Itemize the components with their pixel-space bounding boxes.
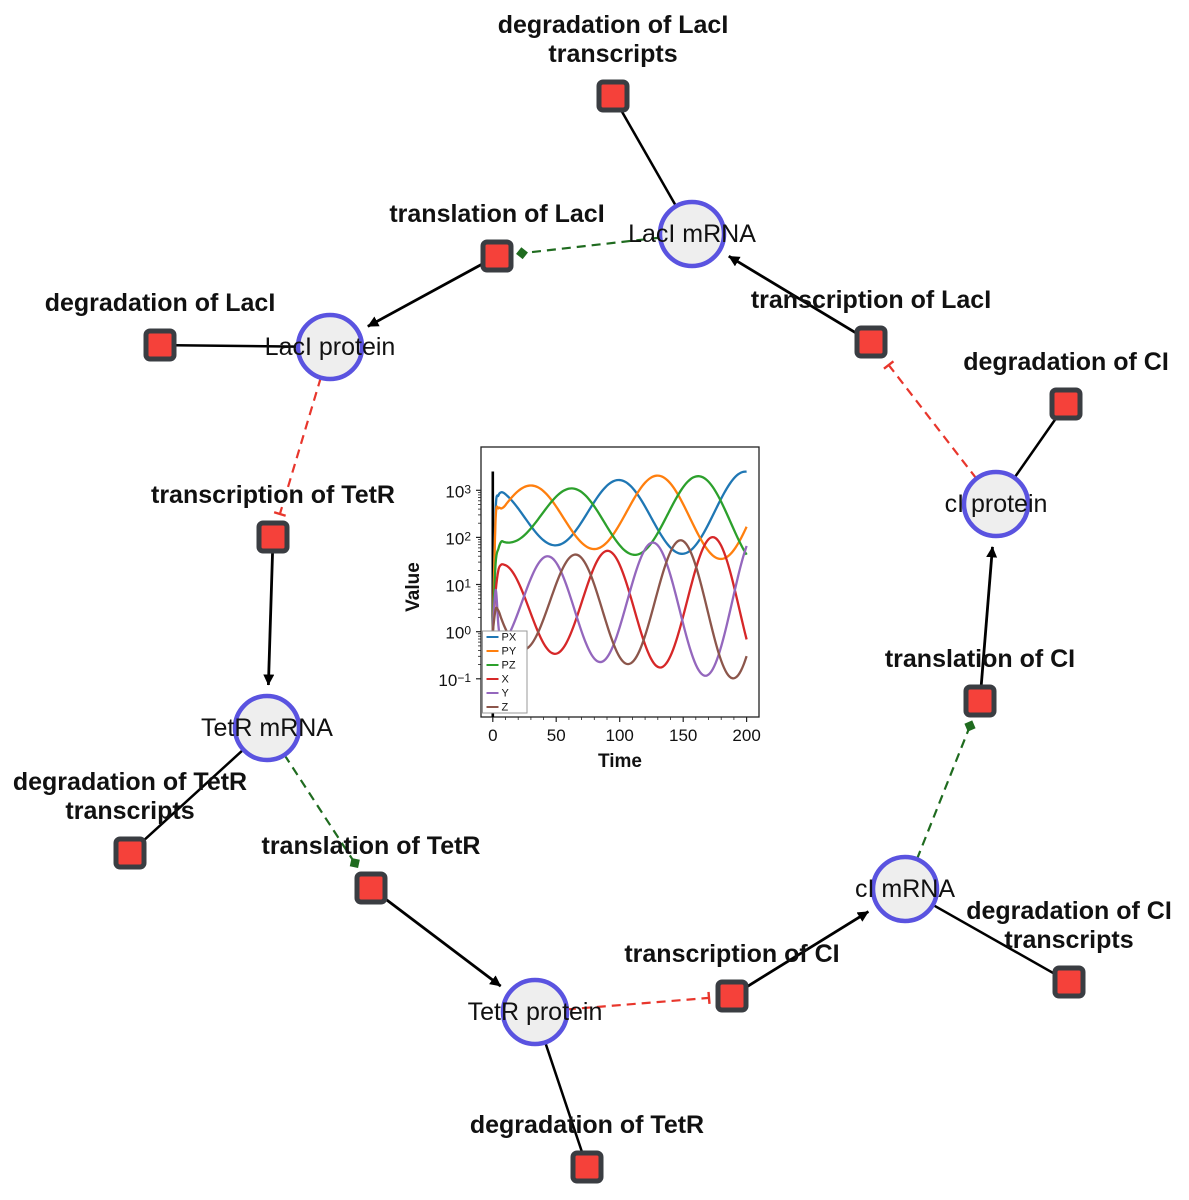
svg-text:10−1: 10−1 xyxy=(438,671,471,690)
svg-text:101: 101 xyxy=(445,576,471,595)
svg-text:cI protein: cI protein xyxy=(945,490,1048,518)
svg-text:transcription of CI: transcription of CI xyxy=(624,940,839,968)
svg-text:50: 50 xyxy=(547,726,566,745)
svg-text:Time: Time xyxy=(598,751,642,772)
svg-text:100: 100 xyxy=(445,624,471,643)
svg-text:translation of TetR: translation of TetR xyxy=(262,832,481,860)
svg-text:translation of CI: translation of CI xyxy=(885,645,1075,673)
svg-text:PX: PX xyxy=(502,632,517,644)
svg-text:Y: Y xyxy=(502,688,510,700)
svg-text:transcription of LacI: transcription of LacI xyxy=(751,286,991,314)
svg-text:degradation of CI: degradation of CI xyxy=(963,348,1169,376)
svg-text:LacI mRNA: LacI mRNA xyxy=(628,220,756,248)
svg-text:200: 200 xyxy=(732,726,760,745)
svg-text:Z: Z xyxy=(502,702,509,714)
svg-text:TetR protein: TetR protein xyxy=(468,998,603,1026)
svg-text:degradation of TetR: degradation of TetR xyxy=(470,1111,704,1139)
svg-text:transcription of TetR: transcription of TetR xyxy=(151,481,395,509)
svg-text:cI mRNA: cI mRNA xyxy=(855,875,955,903)
svg-text:150: 150 xyxy=(669,726,697,745)
svg-text:PZ: PZ xyxy=(502,660,516,672)
svg-text:degradation of LacI: degradation of LacI xyxy=(45,289,276,317)
svg-text:103: 103 xyxy=(445,482,471,501)
svg-text:PY: PY xyxy=(502,646,517,658)
svg-text:X: X xyxy=(502,674,510,686)
svg-text:translation of LacI: translation of LacI xyxy=(389,200,604,228)
svg-text:TetR mRNA: TetR mRNA xyxy=(201,714,333,742)
svg-text:0: 0 xyxy=(488,726,497,745)
svg-text:Value: Value xyxy=(403,562,424,612)
svg-text:100: 100 xyxy=(606,726,634,745)
svg-text:LacI protein: LacI protein xyxy=(265,333,396,361)
svg-text:102: 102 xyxy=(445,529,471,548)
